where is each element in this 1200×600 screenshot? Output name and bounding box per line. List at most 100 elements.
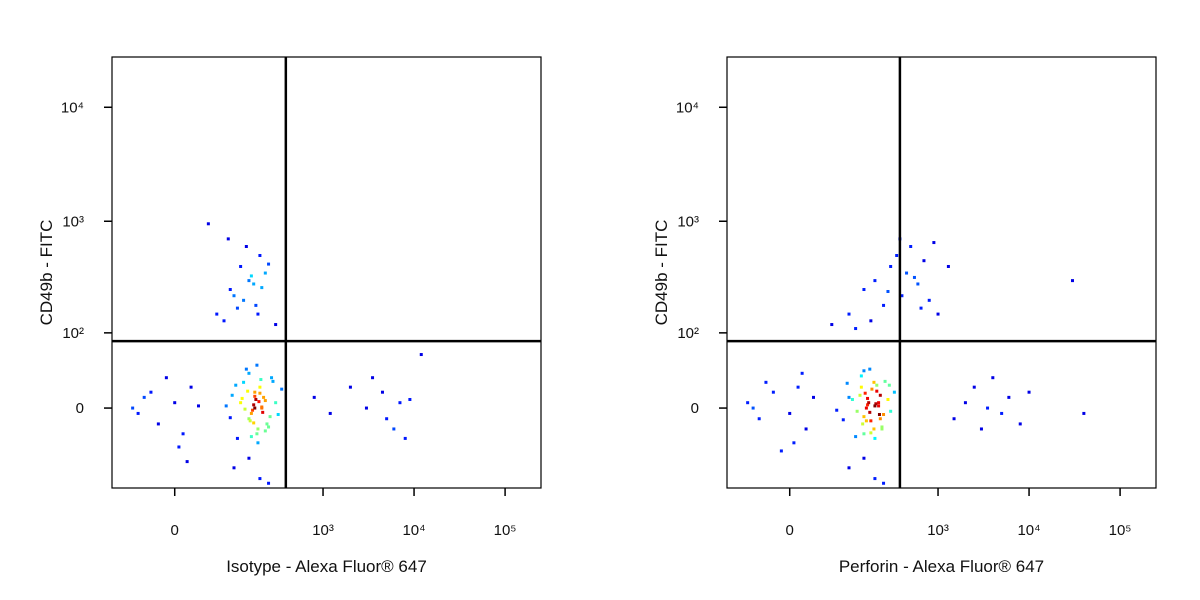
event-point [249,274,253,278]
event-point [267,481,271,485]
event-point [215,312,219,316]
event-point [873,404,877,408]
event-point [156,422,160,426]
event-point [232,294,236,298]
event-point [253,390,257,394]
event-point [235,436,239,440]
event-point [804,427,808,431]
event-point [348,385,352,389]
event-point [271,379,275,383]
event-point [249,435,253,439]
event-point [900,294,904,298]
event-point [254,397,258,401]
event-point [131,406,135,410]
event-point [398,401,402,405]
event-point [874,402,878,406]
event-point [385,417,389,421]
event-point [861,422,865,426]
y-tick-label: 10² [62,325,84,342]
event-point [364,406,368,410]
event-point [889,264,893,268]
event-point [267,425,271,429]
event-point [868,367,872,371]
x-tick-label: 10⁴ [402,522,425,539]
event-point [800,371,804,375]
event-point [263,271,267,275]
event-point [256,427,260,431]
event-point [771,390,775,394]
event-point [886,289,890,293]
event-point [246,389,250,393]
event-point [232,466,236,470]
event-point [260,405,264,409]
event-point [234,383,238,387]
event-point [862,415,866,419]
plot [746,237,1086,485]
event-point [864,419,868,423]
plot [131,222,423,485]
event-point [252,282,256,286]
event-point [875,389,879,393]
event-point [873,436,877,440]
event-point [986,406,990,410]
event-point [260,286,264,290]
event-point [253,394,257,398]
y-tick-label: 10² [677,325,699,342]
event-point [905,271,909,275]
event-point [878,417,882,421]
x-tick-label: 0 [171,522,179,539]
event-point [991,376,995,380]
event-point [256,441,260,445]
event-point [847,466,851,470]
event-point [867,401,871,405]
event-point [142,395,146,399]
event-point [247,417,251,421]
event-point [847,312,851,316]
event-point [864,406,868,410]
event-point [922,259,926,263]
event-point [259,378,263,382]
event-point [909,245,913,249]
y-tick-label: 10³ [62,213,84,230]
event-point [267,262,271,266]
event-point [243,407,247,411]
event-point [875,383,879,387]
event-point [877,413,881,417]
event-point [252,421,256,425]
event-point [872,380,876,384]
x-tick-label: 10³ [312,522,334,539]
event-point [403,436,407,440]
y-tick-label: 10³ [677,213,699,230]
event-point [258,385,262,389]
event-point [255,363,259,367]
event-point [270,376,274,380]
event-point [177,445,181,449]
event-point [889,409,893,413]
event-point [877,404,881,408]
event-point [257,400,261,404]
event-point [226,237,230,241]
event-point [328,411,332,415]
event-point [878,393,882,397]
event-point [751,406,755,410]
event-point [845,381,849,385]
event-point [882,413,886,417]
event-point [249,411,253,415]
event-point [859,385,863,389]
event-point [862,456,866,460]
event-point [252,403,256,407]
event-point [850,397,854,401]
event-point [224,404,228,408]
y-tick-label: 10⁴ [676,99,699,116]
event-point [862,288,866,292]
event-point [886,397,890,401]
event-point [862,369,866,373]
event-point [936,312,940,316]
event-point [312,395,316,399]
event-point [841,418,845,422]
event-point [963,401,967,405]
event-point [247,279,251,283]
event-point [746,401,750,405]
event-point [371,376,375,380]
event-point [757,417,761,421]
